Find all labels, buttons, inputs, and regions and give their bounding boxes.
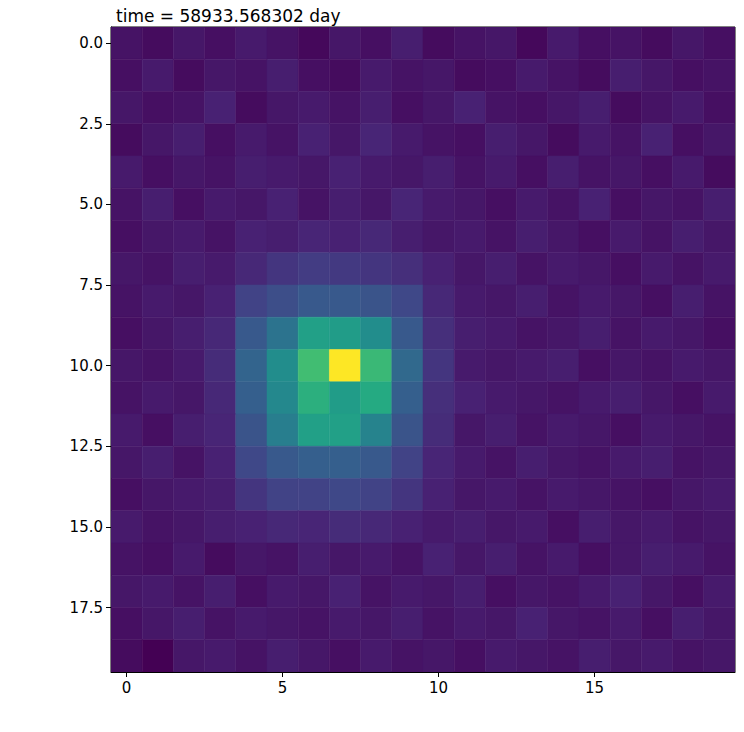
svg-text:15.0: 15.0 — [70, 518, 103, 536]
svg-text:7.5: 7.5 — [79, 276, 103, 294]
svg-text:12.5: 12.5 — [70, 437, 103, 455]
svg-text:10: 10 — [429, 679, 448, 697]
svg-text:10.0: 10.0 — [70, 357, 103, 375]
svg-text:0.0: 0.0 — [79, 34, 103, 52]
svg-text:2.5: 2.5 — [79, 115, 103, 133]
svg-text:15: 15 — [585, 679, 604, 697]
svg-text:17.5: 17.5 — [70, 599, 103, 617]
svg-text:time = 58933.568302 day: time = 58933.568302 day — [116, 6, 341, 26]
svg-text:5.0: 5.0 — [79, 195, 103, 213]
svg-text:5: 5 — [278, 679, 288, 697]
svg-text:0: 0 — [122, 679, 132, 697]
